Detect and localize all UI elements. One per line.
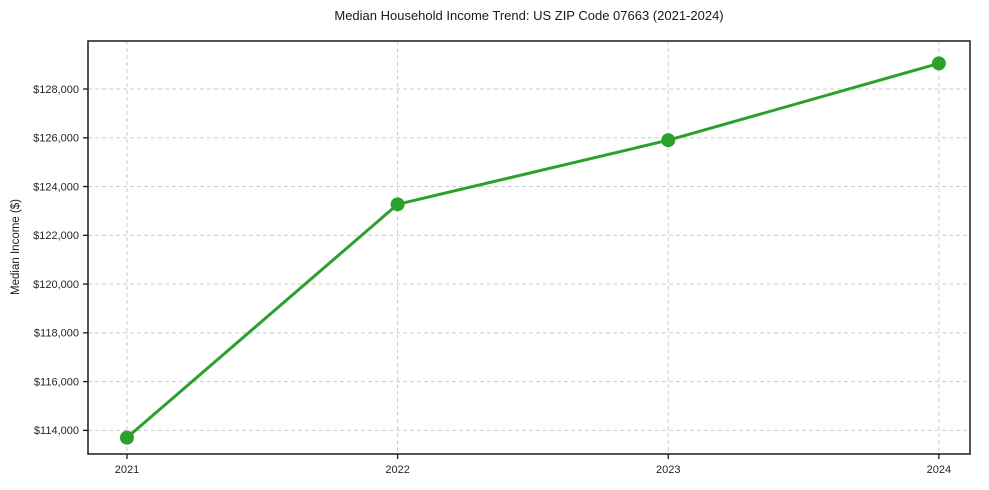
x-tick-label: 2024 [927, 464, 951, 476]
y-tick-label: $122,000 [33, 230, 79, 242]
y-tick-label: $124,000 [33, 181, 79, 193]
data-point-2021 [119, 430, 134, 445]
data-point-2023 [661, 133, 676, 148]
x-tick-label: 2023 [656, 464, 680, 476]
data-point-2022 [390, 197, 405, 212]
y-tick-label: $114,000 [34, 425, 79, 437]
x-tick-label: 2021 [115, 464, 139, 476]
data-point-2024 [931, 56, 946, 71]
chart-title: Median Household Income Trend: US ZIP Co… [334, 8, 724, 23]
y-tick-label: $118,000 [34, 328, 79, 340]
y-tick-label: $128,000 [33, 84, 79, 96]
plot-frame [87, 40, 971, 455]
x-tick-label: 2022 [385, 464, 409, 476]
y-tick-label: $116,000 [34, 376, 79, 388]
y-tick-label: $126,000 [33, 133, 79, 145]
y-tick-label: $120,000 [33, 279, 79, 291]
trend-line [125, 61, 941, 440]
